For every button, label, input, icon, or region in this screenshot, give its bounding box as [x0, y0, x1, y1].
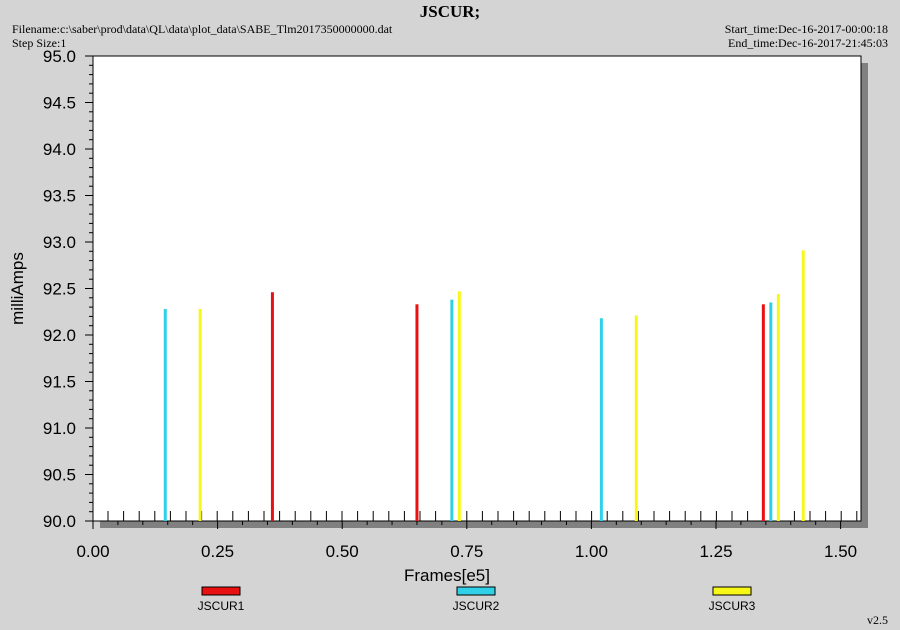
y-tick-label: 94.0 — [43, 140, 76, 159]
x-axis-label: Frames[e5] — [404, 566, 490, 585]
bar-jscur2 — [450, 299, 454, 521]
x-tick-label: 0.25 — [201, 542, 234, 561]
end-time-label: End_time:Dec-16-2017-21:45:03 — [728, 36, 888, 50]
bar-jscur2 — [769, 302, 773, 521]
bar-jscur3 — [776, 294, 780, 521]
step-size-label: Step Size:1 — [12, 36, 67, 50]
bar-jscur1 — [761, 304, 765, 521]
bar-jscur3 — [801, 250, 805, 521]
bar-jscur3 — [198, 308, 202, 521]
y-tick-label: 94.5 — [43, 94, 76, 113]
y-tick-label: 95.0 — [43, 47, 76, 66]
x-tick-label: 0.50 — [326, 542, 359, 561]
bar-jscur1 — [270, 292, 274, 521]
y-tick-label: 93.5 — [43, 187, 76, 206]
time-info: Start_time:Dec-16-2017-00:00:18 End_time… — [725, 22, 888, 50]
y-tick-label: 90.5 — [43, 466, 76, 485]
start-time-label: Start_time:Dec-16-2017-00:00:18 — [724, 22, 888, 36]
y-tick-label: 92.5 — [43, 280, 76, 299]
legend-label-jscur2: JSCUR2 — [453, 599, 500, 613]
x-tick-label: 1.00 — [575, 542, 608, 561]
y-tick-label: 91.5 — [43, 373, 76, 392]
bar-jscur2 — [163, 308, 167, 521]
legend-label-jscur3: JSCUR3 — [709, 599, 756, 613]
legend-swatch-jscur2 — [456, 586, 496, 596]
y-tick-label: 92.0 — [43, 326, 76, 345]
x-tick-label: 0.75 — [450, 542, 483, 561]
version-label: v2.5 — [867, 613, 888, 627]
file-info: Filename:c:\saber\prod\data\QL\data\plot… — [12, 22, 392, 50]
legend-swatch-jscur1 — [201, 586, 241, 596]
legend-label-jscur1: JSCUR1 — [198, 599, 245, 613]
bar-jscur1 — [415, 304, 419, 521]
y-tick-label: 91.0 — [43, 419, 76, 438]
bar-jscur2 — [599, 318, 603, 521]
filename-label: Filename:c:\saber\prod\data\QL\data\plot… — [12, 22, 393, 36]
x-tick-label: 0.00 — [76, 542, 109, 561]
bar-jscur3 — [457, 291, 461, 521]
plot-area — [92, 55, 862, 522]
y-tick-label: 93.0 — [43, 233, 76, 252]
y-axis-label: milliAmps — [8, 252, 27, 325]
chart-title: JSCUR; — [419, 2, 481, 21]
bar-jscur3 — [634, 315, 638, 521]
x-tick-label: 1.50 — [824, 542, 857, 561]
legend-swatch-jscur3 — [712, 586, 752, 596]
y-tick-label: 90.0 — [43, 512, 76, 531]
x-tick-label: 1.25 — [699, 542, 732, 561]
